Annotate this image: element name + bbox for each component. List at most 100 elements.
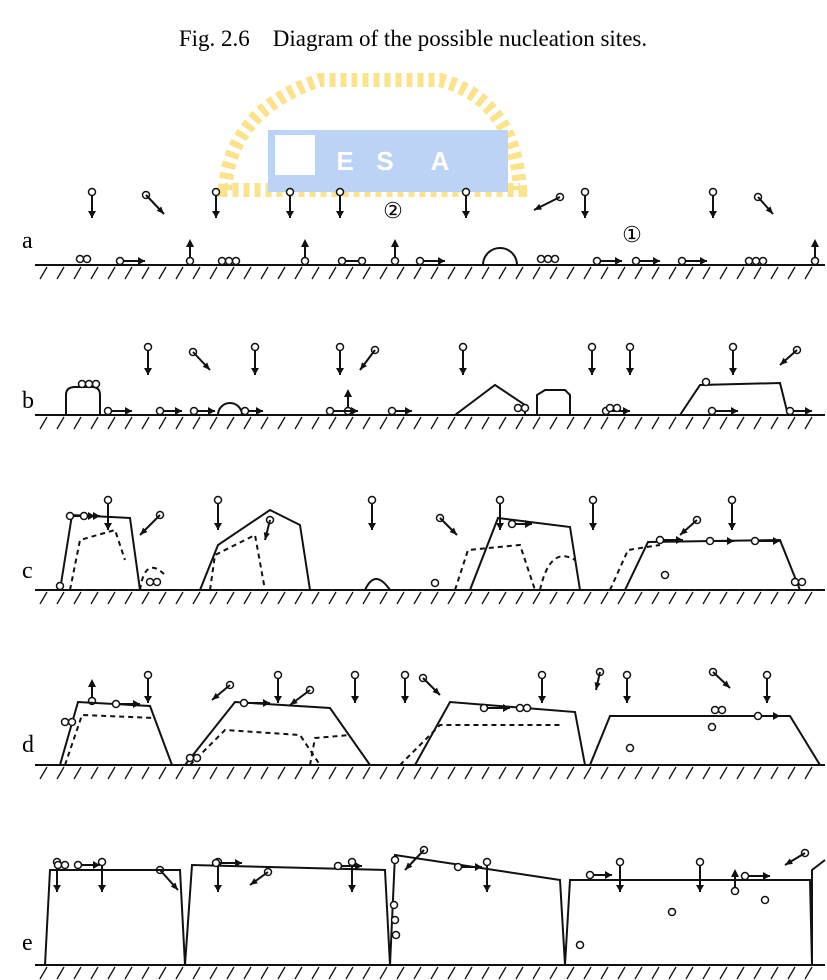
hatch	[669, 592, 676, 604]
hatch	[57, 417, 64, 429]
hatch	[40, 417, 47, 429]
atom	[302, 258, 309, 265]
hatch	[261, 417, 268, 429]
atom	[337, 344, 344, 351]
hatch	[465, 967, 472, 979]
island	[537, 390, 570, 415]
atom	[729, 497, 736, 504]
hatch	[584, 967, 591, 979]
hatch	[465, 267, 472, 279]
hatch	[431, 967, 438, 979]
caption: Fig. 2.6 Diagram of the possible nucleat…	[179, 26, 647, 51]
hatch	[227, 267, 234, 279]
atom	[517, 705, 524, 712]
atom	[732, 888, 739, 895]
atom	[679, 258, 686, 265]
island	[625, 540, 800, 590]
hatch	[720, 417, 727, 429]
hatch	[91, 592, 98, 604]
arrow-head	[93, 512, 100, 520]
hatch	[448, 767, 455, 779]
atom	[752, 538, 759, 545]
hatch	[227, 767, 234, 779]
hatch	[703, 417, 710, 429]
hatch	[618, 417, 625, 429]
hatch	[618, 767, 625, 779]
hatch	[261, 767, 268, 779]
hatch	[380, 417, 387, 429]
hatch	[516, 592, 523, 604]
hatch	[91, 967, 98, 979]
arrow-head	[763, 872, 770, 880]
hatch	[635, 967, 642, 979]
hatch	[329, 767, 336, 779]
arrow-head	[676, 536, 683, 544]
hatch	[414, 267, 421, 279]
arrow-head	[344, 389, 352, 397]
atom	[62, 862, 69, 869]
atom	[145, 344, 152, 351]
hatch	[397, 417, 404, 429]
atom	[463, 189, 470, 196]
hatch	[244, 267, 251, 279]
hatch	[567, 767, 574, 779]
hatch	[108, 267, 115, 279]
hatch	[227, 967, 234, 979]
hatch	[74, 267, 81, 279]
hatch	[635, 267, 642, 279]
hatch	[618, 267, 625, 279]
hatch	[312, 767, 319, 779]
arrow-head	[731, 407, 738, 415]
hatch	[295, 592, 302, 604]
atom	[730, 344, 737, 351]
hatch	[40, 967, 47, 979]
row-label: c	[22, 558, 33, 584]
arrow-head	[615, 257, 622, 265]
hatch	[635, 417, 642, 429]
arrow-head	[727, 537, 734, 545]
atom	[191, 408, 198, 415]
atom	[62, 719, 69, 726]
hatch	[176, 967, 183, 979]
atom	[86, 381, 93, 388]
hatch	[550, 767, 557, 779]
hatch	[720, 967, 727, 979]
atom	[219, 258, 226, 265]
hatch	[397, 767, 404, 779]
arrow-head	[212, 211, 220, 218]
island	[390, 855, 565, 965]
hatch	[431, 592, 438, 604]
atom	[742, 873, 749, 880]
atom	[339, 258, 346, 265]
atom	[287, 189, 294, 196]
watermark-letter: E	[336, 146, 353, 176]
atom	[787, 408, 794, 415]
hatch	[448, 267, 455, 279]
atom	[252, 344, 259, 351]
arrow-head	[538, 696, 546, 703]
hatch	[516, 767, 523, 779]
arrow-head	[286, 211, 294, 218]
atom	[657, 537, 664, 544]
hatch	[652, 592, 659, 604]
arrow-head	[503, 704, 510, 712]
atom	[607, 405, 614, 412]
atom	[582, 189, 589, 196]
hatch	[771, 267, 778, 279]
hatch	[720, 767, 727, 779]
arrow-head	[251, 368, 259, 375]
atom	[762, 897, 769, 904]
atom	[417, 258, 424, 265]
hatch	[295, 417, 302, 429]
hatch	[771, 592, 778, 604]
hatch	[210, 967, 217, 979]
hatch	[125, 967, 132, 979]
hatch	[278, 967, 285, 979]
arrow-head	[301, 239, 309, 247]
atom	[359, 258, 366, 265]
arrow-head	[811, 239, 819, 247]
atom	[710, 189, 717, 196]
arrow-head	[125, 407, 132, 415]
atom	[241, 700, 248, 707]
hatch	[805, 767, 812, 779]
